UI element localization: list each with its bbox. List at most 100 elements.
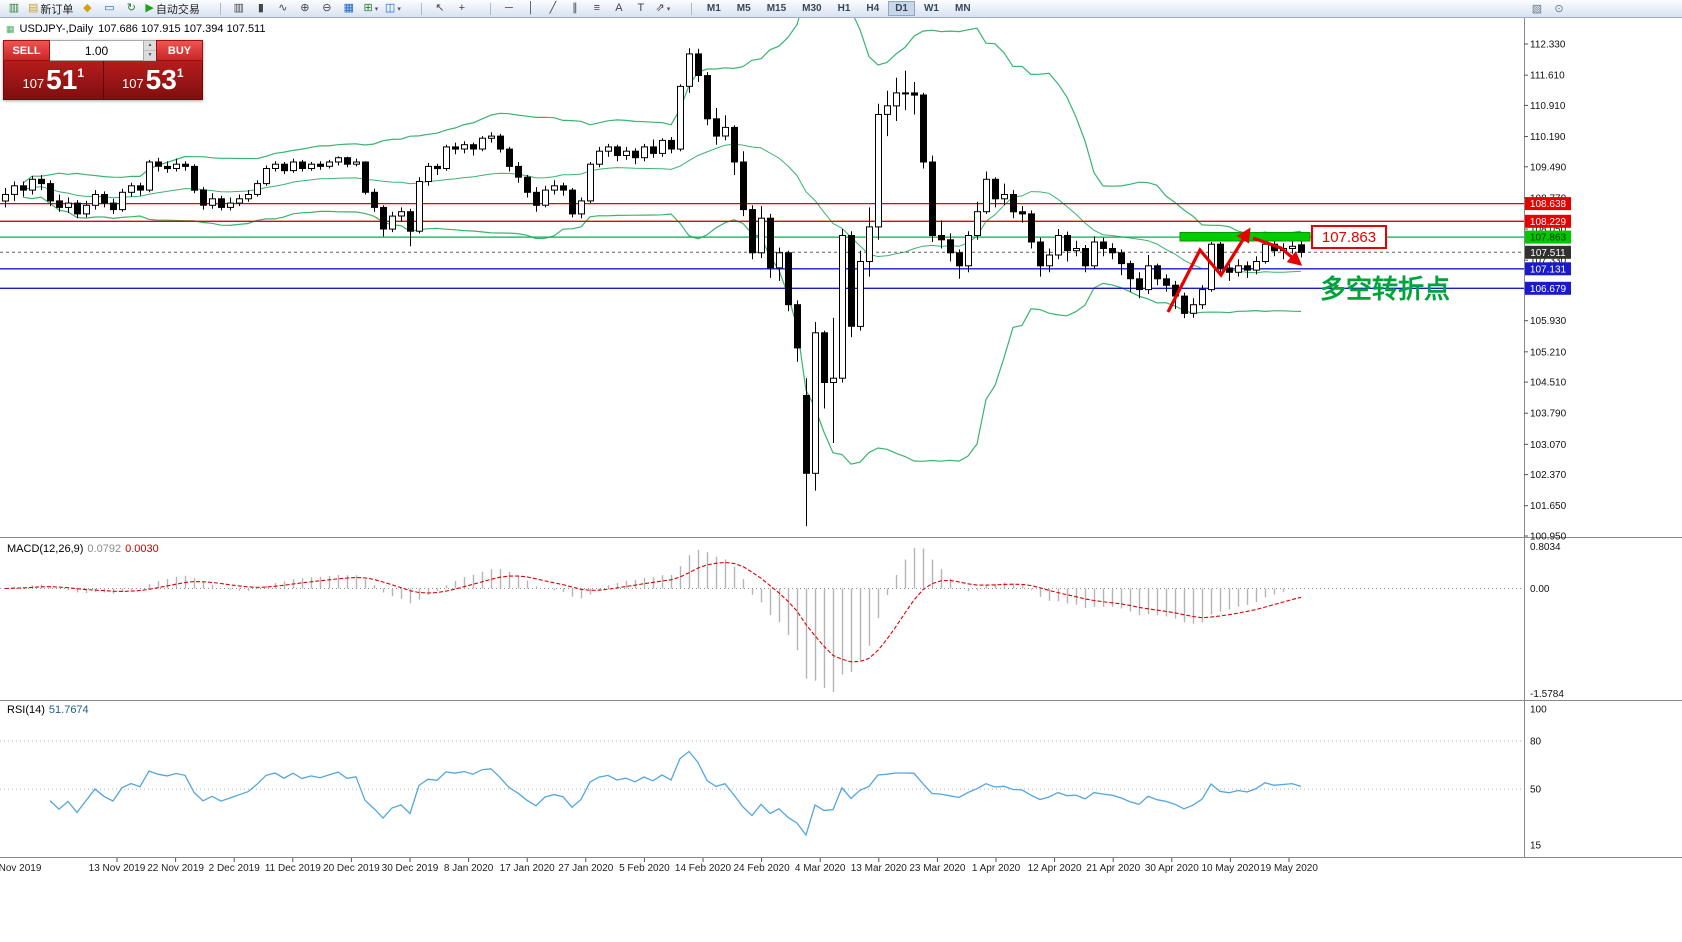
turning-point-annotation[interactable]: 多空转折点 — [1320, 274, 1450, 304]
objects-group: ─ │ ╱ ∥ ≡ A T ⇗ ▾ — [498, 1, 674, 17]
bar-chart-type-icon[interactable]: ▥ — [229, 1, 249, 17]
candle-body — [461, 144, 468, 150]
indicators-icon[interactable]: ⊞ ▾ — [361, 1, 381, 17]
vertical-line-icon[interactable]: │ — [521, 1, 541, 17]
candle-body — [164, 165, 171, 170]
bid-ask-display: 107 51 1 107 53 1 — [3, 61, 203, 100]
auto-trading-button[interactable]: ▶ 自动交易 — [143, 1, 201, 17]
timeframe-d1[interactable]: D1 — [888, 1, 915, 16]
candle-body — [812, 332, 819, 474]
candle-body — [650, 146, 657, 154]
candle-body — [299, 161, 306, 169]
timeframe-w1[interactable]: W1 — [917, 1, 946, 16]
market-watch-icon[interactable]: ▭ — [99, 1, 119, 17]
date-label: 8 Jan 2020 — [444, 863, 494, 874]
fibonacci-icon[interactable]: ≡ — [587, 1, 607, 17]
timeframes-menu-icon[interactable]: ◫ ▾ — [383, 1, 403, 17]
candle-body — [209, 198, 216, 206]
candle-body — [470, 144, 477, 150]
candle-chart-type-icon[interactable]: ▮ — [251, 1, 271, 17]
text-tool-icon[interactable]: A — [609, 1, 629, 17]
zoom-in-icon-glyph: ⊕ — [300, 2, 310, 14]
crosshair-icon[interactable]: + — [452, 1, 472, 17]
candle-body — [200, 189, 207, 206]
volume-up-icon[interactable]: ▲ — [144, 41, 156, 51]
sell-price-sup: 1 — [77, 66, 85, 80]
trendline-icon[interactable]: ╱ — [543, 1, 563, 17]
symbol-info: ▦ USDJPY-,Daily 107.686 107.915 107.394 … — [6, 23, 265, 35]
trendline-icon-glyph: ╱ — [549, 2, 557, 14]
candle-body — [830, 377, 837, 384]
zoom-out-icon[interactable]: ⊖ — [317, 1, 337, 17]
line-chart-type-icon[interactable]: ∿ — [273, 1, 293, 17]
date-label: 27 Jan 2020 — [558, 863, 613, 874]
arrows-tool-icon[interactable]: ⇗ ▾ — [653, 1, 673, 17]
price-axis-label: 109.490 — [1530, 162, 1567, 173]
new-order-button[interactable]: ▤ 新订单 — [26, 1, 75, 17]
timeframe-m1[interactable]: M1 — [700, 1, 728, 16]
rsi-axis-label: 15 — [1530, 841, 1542, 852]
cursor-icon-glyph: ↖ — [435, 2, 445, 14]
date-label: 2 Dec 2019 — [209, 863, 261, 874]
sell-price[interactable]: 107 51 1 — [4, 61, 103, 99]
horizontal-line-icon[interactable]: ─ — [499, 1, 519, 17]
candle-body — [272, 163, 279, 169]
date-label: 30 Dec 2019 — [382, 863, 439, 874]
price-callout-box[interactable] — [1311, 225, 1387, 249]
candle-body — [497, 135, 504, 150]
expert-advisors-icon-glyph: ◆ — [83, 2, 92, 14]
candle-body — [605, 146, 612, 152]
expert-advisors-icon[interactable]: ◆ — [77, 1, 97, 17]
timeframe-m15[interactable]: M15 — [760, 1, 793, 16]
candle-body — [677, 85, 684, 150]
price-callout-text[interactable]: 107.863 — [1322, 229, 1376, 246]
toolbar-extra-icon-1[interactable]: ▧ — [1527, 1, 1547, 17]
price-axis-label: 105.930 — [1530, 316, 1567, 327]
candle-body — [74, 202, 81, 215]
candle-chart-type-icon-glyph: ▮ — [257, 2, 264, 14]
zoom-in-icon[interactable]: ⊕ — [295, 1, 315, 17]
candle-body — [938, 235, 945, 241]
date-label: 10 May 2020 — [1201, 863, 1259, 874]
candle-body — [578, 200, 585, 215]
candle-body — [434, 165, 441, 170]
candle-body — [776, 252, 783, 269]
trend-arrow-1[interactable] — [1166, 227, 1251, 313]
text-label-tool-icon[interactable]: T — [631, 1, 651, 17]
buy-price-big: 53 — [145, 64, 177, 95]
candle-body — [1037, 241, 1044, 267]
equidistant-channel-icon[interactable]: ∥ — [565, 1, 585, 17]
toolbar-extra-icon-2[interactable]: ⊙ — [1549, 1, 1569, 17]
equidistant-channel-icon-glyph: ∥ — [572, 2, 578, 14]
timeframes-menu-icon-glyph: ◫ — [384, 2, 396, 14]
candle-body — [263, 168, 270, 185]
price-axis-label: 111.610 — [1530, 71, 1565, 82]
sell-button[interactable]: SELL — [3, 40, 50, 61]
timeframe-mn[interactable]: MN — [948, 1, 978, 16]
buy-price-sup: 1 — [176, 66, 184, 80]
candle-body — [1064, 235, 1071, 252]
candle-body — [119, 191, 126, 211]
candle-body — [1073, 248, 1080, 252]
timeframe-m30[interactable]: M30 — [795, 1, 828, 16]
navigator-icon[interactable]: ↻ — [121, 1, 141, 17]
candle-body — [101, 194, 108, 204]
cursor-icon[interactable]: ↖ — [430, 1, 450, 17]
volume-down-icon[interactable]: ▼ — [144, 51, 156, 61]
candle-body — [1109, 248, 1116, 254]
timeframe-h4[interactable]: H4 — [859, 1, 886, 16]
candle-body — [1082, 248, 1089, 267]
candle-body — [713, 118, 720, 137]
buy-button[interactable]: BUY — [156, 40, 203, 61]
buy-price[interactable]: 107 53 1 — [104, 61, 203, 99]
volume-stepper[interactable]: ▲ ▼ — [143, 41, 156, 61]
candle-body — [1235, 265, 1242, 273]
timeframe-m5[interactable]: M5 — [730, 1, 758, 16]
candle-body — [506, 148, 513, 167]
timeframe-h1[interactable]: H1 — [831, 1, 858, 16]
candle-body — [317, 163, 324, 167]
volume-input[interactable]: 1.00 ▲ ▼ — [50, 40, 156, 61]
trend-arrow-2[interactable] — [1252, 236, 1303, 266]
chart-window-icon[interactable]: ▥ — [4, 1, 24, 17]
tile-windows-icon[interactable]: ▦ — [339, 1, 359, 17]
